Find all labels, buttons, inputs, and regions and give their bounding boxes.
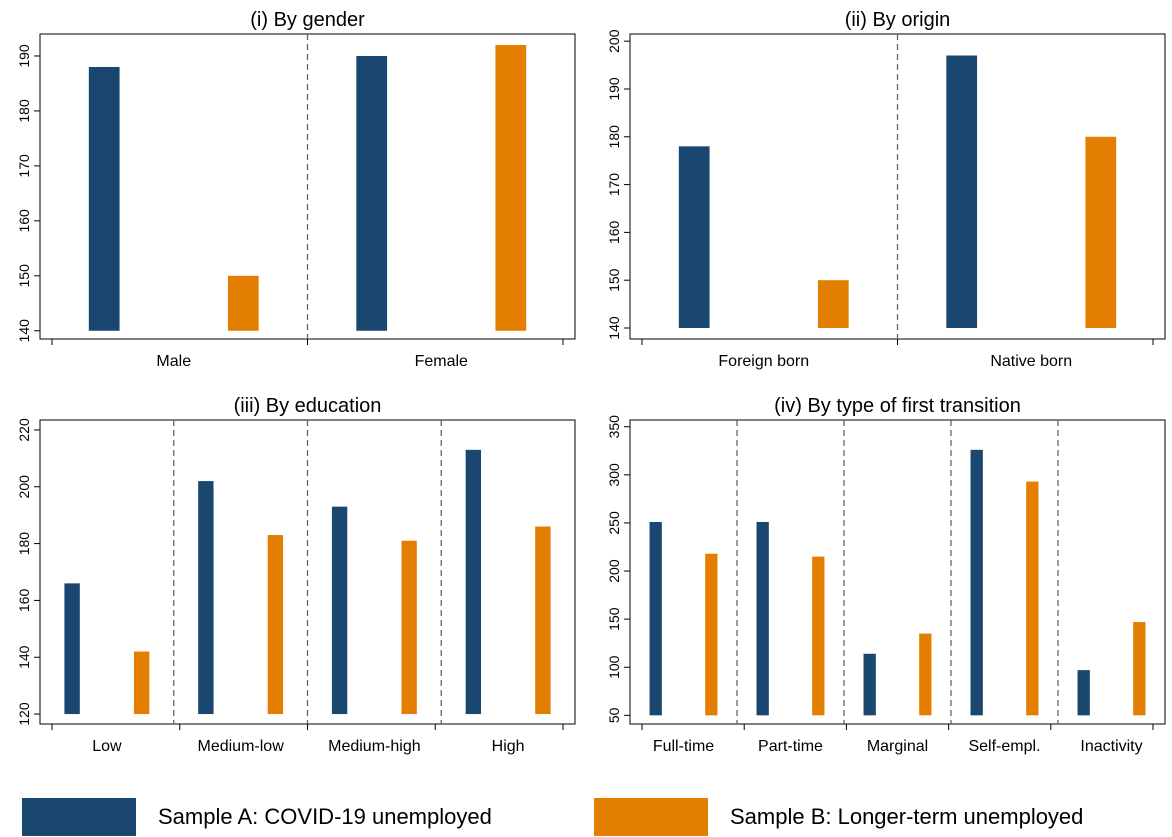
y-tick-label: 350: [606, 415, 622, 439]
y-tick-label: 180: [606, 125, 622, 149]
y-tick-label: 160: [16, 589, 32, 613]
x-tick-label: Inactivity: [1080, 738, 1142, 755]
bar-series-a: [356, 55, 388, 331]
y-tick-label: 190: [606, 77, 622, 101]
x-tick-label: Part-time: [758, 738, 823, 755]
chart-title: (ii) By origin: [845, 9, 951, 31]
x-tick-label: Self-empl.: [968, 738, 1040, 755]
x-tick-label: Marginal: [867, 738, 928, 755]
x-tick-label: Male: [156, 353, 191, 370]
bar-series-a: [88, 66, 120, 331]
y-tick-label: 200: [606, 29, 622, 53]
bar-series-b: [1085, 136, 1117, 329]
y-tick-label: 150: [16, 264, 32, 288]
x-tick-label: High: [492, 738, 525, 755]
chart-panel-4: (iv) By type of first transition 50 100 150…: [606, 395, 1166, 755]
bar-series-a: [649, 521, 662, 716]
y-tick-label: 140: [606, 316, 622, 340]
y-tick-label: 50: [606, 707, 622, 723]
legend-label-series-b: Sample B: Longer-term unemployed: [730, 804, 1084, 829]
bar-series-a: [198, 481, 214, 715]
y-tick-label: 140: [16, 645, 32, 669]
bar-series-b: [705, 553, 718, 716]
bar-series-b: [227, 275, 259, 331]
y-tick-label: 170: [606, 173, 622, 197]
legend-label-series-a: Sample A: COVID-19 unemployed: [158, 804, 492, 829]
bar-series-b: [267, 535, 284, 715]
y-tick-label: 150: [606, 607, 622, 631]
legend-item-series-a: Sample A: COVID-19 unemployed: [22, 798, 492, 836]
y-tick-label: 160: [606, 221, 622, 245]
plot-frame: [629, 419, 1166, 725]
y-tick-label: 300: [606, 463, 622, 487]
legend-item-series-b: Sample B: Longer-term unemployed: [594, 798, 1083, 836]
legend-swatch-series-b: [594, 798, 708, 836]
bar-series-a: [64, 583, 80, 715]
y-tick-label: 150: [606, 268, 622, 292]
bar-series-b: [535, 526, 551, 715]
chart-title: (iv) By type of first transition: [774, 395, 1021, 417]
bar-series-a: [756, 521, 769, 716]
chart-panel-3: (iii) By education 120 140 160 180 200 220 Low M…: [16, 395, 576, 755]
bar-series-a: [331, 506, 348, 715]
y-tick-label: 100: [606, 655, 622, 679]
chart-title: (i) By gender: [250, 9, 365, 31]
y-tick-label: 200: [606, 559, 622, 583]
y-tick-label: 170: [16, 154, 32, 178]
y-tick-label: 190: [16, 44, 32, 68]
bar-series-a: [946, 55, 978, 329]
x-tick-label: Medium-low: [198, 738, 285, 755]
y-tick-label: 200: [16, 475, 32, 499]
bar-series-b: [401, 540, 417, 715]
bar-series-a: [678, 146, 710, 329]
bar-series-b: [495, 44, 527, 331]
bar-series-b: [133, 651, 150, 715]
bar-series-a: [970, 449, 983, 716]
x-tick-label: Full-time: [653, 738, 714, 755]
chart-panel-2: (ii) By origin 140 150 160 170 180 190 200 Forei…: [606, 9, 1166, 370]
x-tick-label: Medium-high: [328, 738, 420, 755]
y-tick-label: 120: [16, 702, 32, 726]
legend-swatch-series-a: [22, 798, 136, 836]
bar-series-b: [817, 280, 849, 329]
y-tick-label: 160: [16, 209, 32, 233]
x-tick-label: Low: [92, 738, 122, 755]
bar-series-b: [1026, 481, 1039, 716]
x-tick-label: Female: [415, 353, 468, 370]
x-tick-label: Native born: [990, 353, 1072, 370]
y-tick-label: 250: [606, 511, 622, 535]
chart-panel-1: (i) By gender 140 150 160 170 180 190 Male Femal…: [16, 9, 576, 370]
bar-series-a: [465, 449, 482, 715]
bar-series-b: [1133, 622, 1146, 716]
bar-series-b: [919, 633, 932, 716]
x-tick-label: Foreign born: [718, 353, 809, 370]
y-tick-label: 220: [16, 418, 32, 442]
y-tick-label: 140: [16, 319, 32, 343]
chart-title: (iii) By education: [234, 395, 382, 417]
y-tick-label: 180: [16, 532, 32, 556]
y-tick-label: 180: [16, 99, 32, 123]
bar-series-b: [812, 556, 825, 716]
bar-series-a: [1077, 670, 1090, 716]
bar-series-a: [863, 653, 876, 716]
